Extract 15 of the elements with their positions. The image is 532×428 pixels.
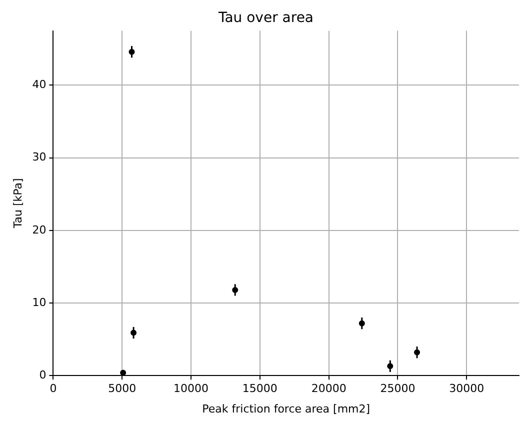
x-axis-title: Peak friction force area [mm2] — [202, 402, 370, 416]
y-tick-label: 40 — [32, 78, 46, 92]
x-tick-label: 25000 — [380, 382, 416, 396]
x-tick-label: 0 — [50, 382, 57, 396]
y-axis-title: Tau [kPa] — [11, 178, 24, 230]
y-tick-label: 30 — [32, 150, 46, 164]
x-tick-label: 20000 — [311, 382, 346, 396]
y-tick-label: 10 — [32, 296, 46, 309]
x-tick-label: 15000 — [242, 382, 278, 396]
y-tick-label: 0 — [39, 368, 46, 382]
x-tick-label: 10000 — [174, 382, 209, 396]
y-tick-label: 20 — [32, 223, 46, 236]
x-tick-label: 30000 — [449, 382, 484, 396]
x-tick-label: 5000 — [108, 382, 136, 396]
chart-title: Tau over area — [217, 10, 314, 26]
